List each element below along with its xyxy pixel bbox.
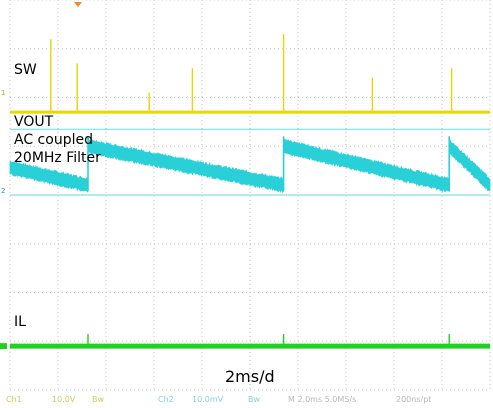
sw-trace-label: SW [14, 62, 37, 78]
ch2-ground-marker: 2 [1, 187, 5, 195]
traces [0, 34, 491, 350]
ch2-bandwidth: Bw [248, 395, 260, 404]
ch2-status: Ch2 [158, 395, 174, 404]
channel-markers: 1 2 [1, 89, 5, 195]
trigger-position-marker [74, 2, 82, 7]
vout-coupling-label: AC coupled [14, 132, 93, 148]
ch2-scale: 10.0mV [192, 395, 224, 404]
ch1-scale: 10.0V [52, 395, 76, 404]
ch1-status: Ch1 [6, 395, 22, 404]
ch3-ground-marker [0, 343, 7, 350]
vout-ramp-segment [283, 138, 450, 193]
record-settings: 200ns/pt [396, 395, 431, 404]
il-trace-label: IL [14, 314, 26, 330]
status-bar: Ch1 10.0V Bw Ch2 10.0mV Bw M 2.0ms 5.0MS… [6, 395, 431, 404]
timebase-label: 2ms/d [225, 367, 275, 386]
vout-filter-label: 20MHz Filter [14, 150, 101, 166]
horizontal-settings: M 2.0ms 5.0MS/s [288, 395, 356, 404]
ch1-ground-marker: 1 [1, 89, 5, 97]
ch1-bandwidth: Bw [92, 395, 104, 404]
vout-ramp-segment [448, 139, 491, 192]
vout-ramp-segment [87, 138, 284, 194]
vout-trace-label: VOUT [14, 114, 54, 130]
